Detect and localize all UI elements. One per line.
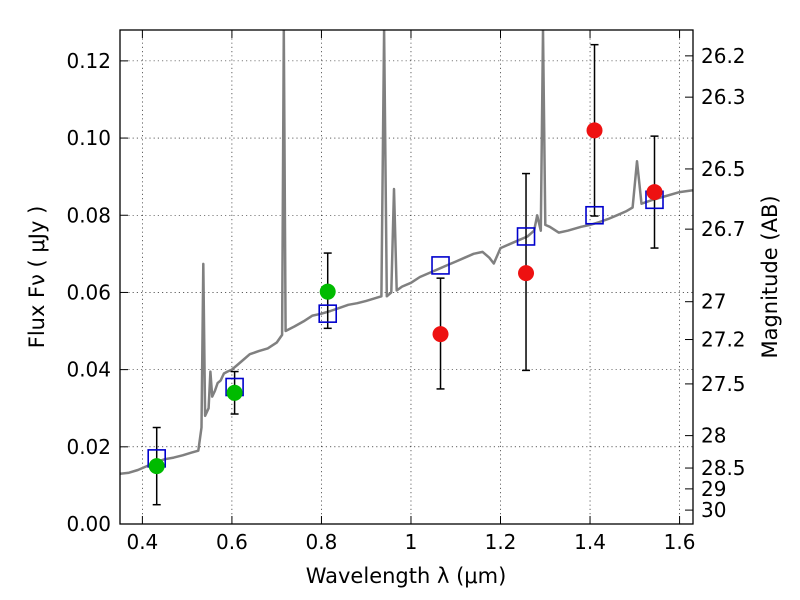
observed-other-marker (432, 326, 449, 343)
spectrum-layer (120, 30, 693, 476)
observed-point-layer (148, 122, 663, 475)
model-spectrum-line (120, 30, 693, 476)
x-tick-label: 1.2 (485, 530, 517, 554)
model-square-marker (318, 304, 338, 323)
y-tick-label: 0.02 (66, 435, 111, 459)
y-tick-label: 0.00 (66, 512, 111, 536)
x-tick-label: 0.8 (306, 530, 338, 554)
y2-tick-label: 29 (701, 477, 726, 501)
y2-tick-label: 27.2 (701, 328, 746, 352)
x-tick-label: 1.6 (664, 530, 696, 554)
y2-tick-label: 27.5 (701, 372, 746, 396)
x-axis-label: Wavelength λ (μm) (306, 564, 507, 588)
y2-tick-label: 26.3 (701, 85, 746, 109)
x-tick-label: 0.4 (126, 530, 158, 554)
x-tick-label: 1 (405, 530, 418, 554)
model-square-marker (516, 227, 536, 246)
model-square-marker (431, 256, 450, 275)
observed-detection-marker (319, 283, 336, 300)
plot-background (120, 30, 693, 524)
y-tick-label: 0.10 (66, 126, 111, 150)
y2-tick-label: 30 (701, 498, 726, 522)
y-tick-label: 0.04 (66, 358, 111, 382)
y2-tick-label: 27 (701, 290, 726, 314)
observed-detection-marker (148, 458, 165, 475)
model-square-marker (585, 205, 604, 225)
y2-tick-label: 26.7 (701, 217, 746, 241)
x-tick-label: 0.6 (216, 530, 248, 554)
x-tick-label: 1.4 (574, 530, 606, 554)
y-axis-label: Flux Fν ( μJy ) (25, 206, 49, 349)
y2-tick-label: 28 (701, 424, 726, 448)
observed-other-marker (586, 122, 603, 139)
y2-tick-label: 26.2 (701, 44, 746, 68)
y2-tick-label: 26.5 (701, 157, 746, 181)
plot-frame (119, 29, 694, 525)
y-tick-label: 0.12 (66, 49, 111, 73)
y-tick-label: 0.08 (66, 203, 111, 227)
model-square-layer (147, 190, 664, 468)
y-tick-label: 0.06 (66, 280, 111, 304)
observed-other-marker (518, 265, 535, 282)
y2-tick-label: 28.5 (701, 456, 746, 480)
observed-detection-marker (226, 384, 243, 401)
axis-ticks: 0.4 0.6 0.8 1 1.2 1.4 1.6 0.00 0.02 0.04 0.06 0.08 0… (66, 30, 746, 554)
y2-axis-label: Magnitude (AB) (758, 195, 782, 358)
observed-other-marker (646, 184, 663, 201)
